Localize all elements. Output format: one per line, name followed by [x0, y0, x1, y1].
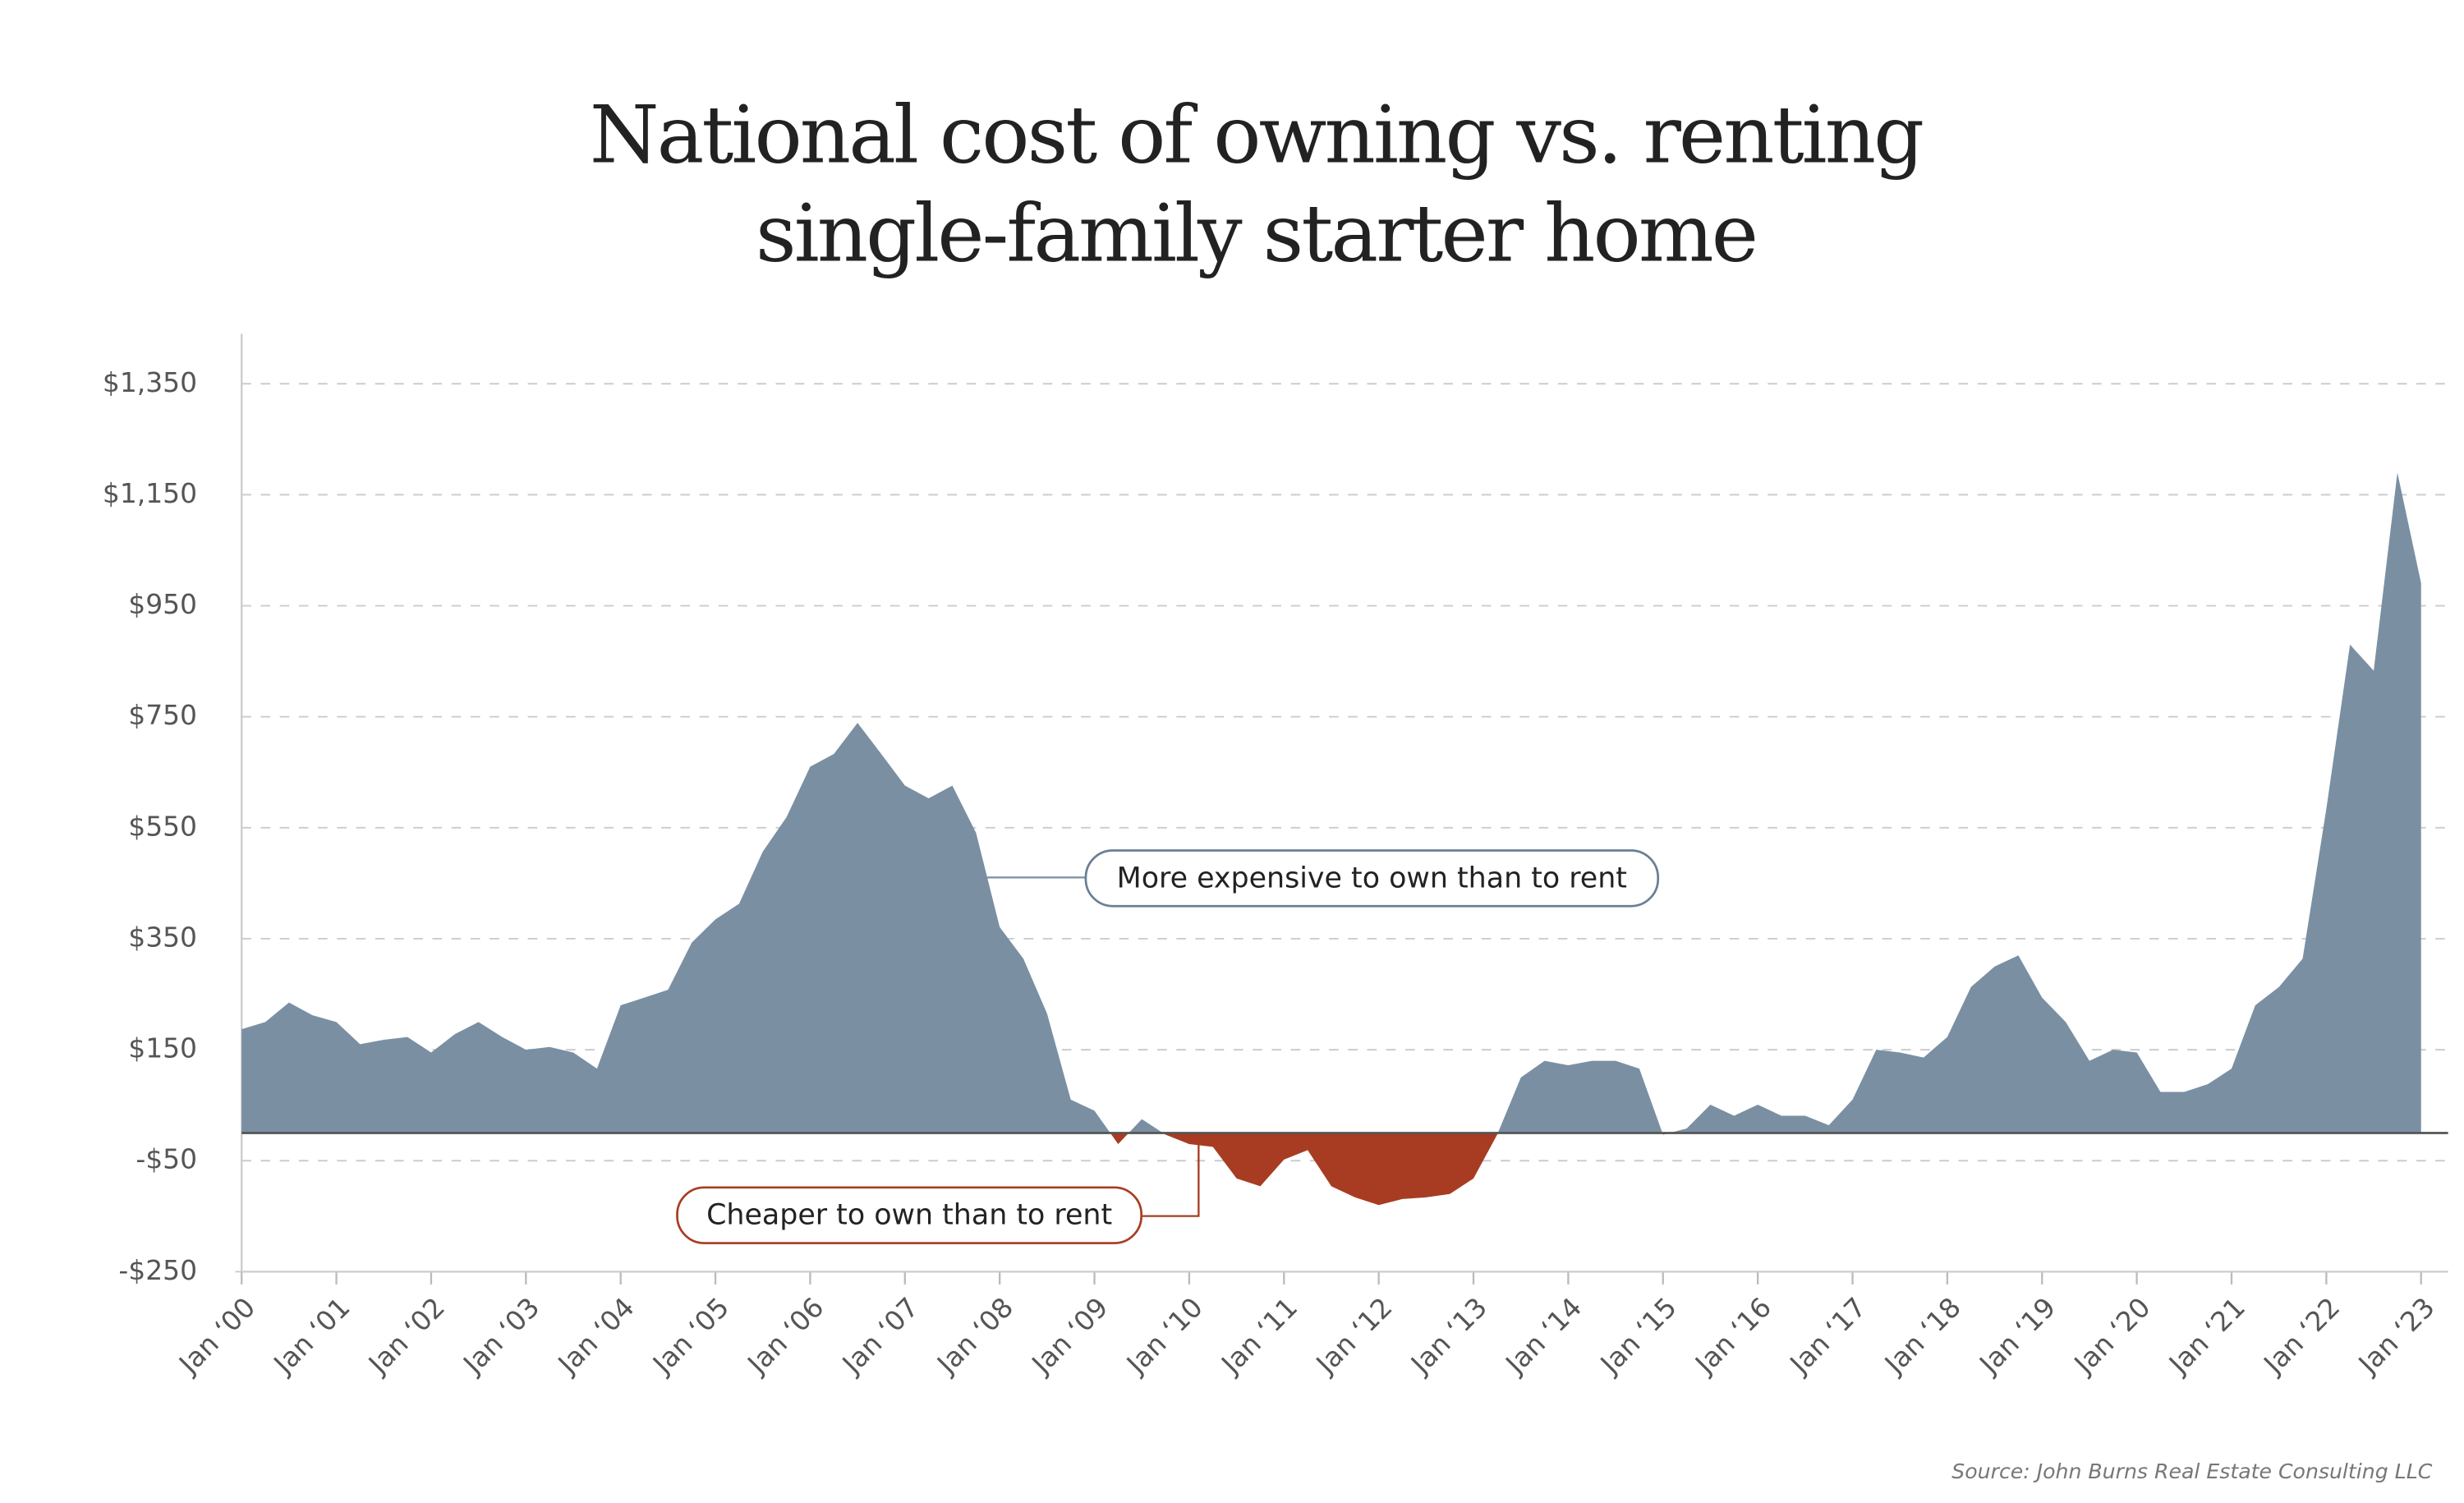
x-tick-label: Jan ‘06: [740, 1291, 830, 1381]
source-note: Source: John Burns Real Estate Consultin…: [1951, 1459, 2432, 1483]
y-tick-label: $1,350: [103, 366, 197, 398]
x-tick-label: Jan ‘05: [646, 1291, 735, 1381]
x-tick-label: Jan ‘17: [1782, 1291, 1872, 1381]
y-tick-label: $550: [128, 810, 197, 842]
x-tick-label: Jan ‘11: [1214, 1291, 1303, 1381]
x-tick-label: Jan ‘07: [835, 1291, 925, 1381]
annotation-box: [1084, 849, 1660, 908]
x-tick-label: Jan ‘02: [361, 1291, 451, 1381]
annotation-box: [676, 1186, 1143, 1244]
x-tick-label: Jan ‘00: [172, 1291, 261, 1381]
x-tick-label: Jan ‘14: [1498, 1291, 1588, 1381]
area: [241, 472, 2421, 1206]
x-tick-label: Jan ‘03: [456, 1291, 545, 1381]
x-tick-label: Jan ‘21: [2162, 1291, 2251, 1381]
y-tick-label: $350: [128, 921, 197, 953]
leader-line: [1141, 1141, 1200, 1217]
x-tick-label: Jan ‘19: [1972, 1291, 2062, 1381]
x-tick-label: Jan ‘12: [1308, 1291, 1398, 1381]
annotation: More expensive to own than to rent: [986, 849, 1660, 908]
x-tick-label: Jan ‘23: [2351, 1291, 2441, 1381]
x-tick-label: Jan ‘16: [1688, 1291, 1777, 1381]
y-tick-label: $1,150: [103, 477, 197, 509]
x-tick-label: Jan ‘20: [2066, 1291, 2156, 1381]
x-tick-label: Jan ‘09: [1024, 1291, 1114, 1381]
x-tick-label: Jan ‘18: [1878, 1291, 1967, 1381]
y-tick-label: $950: [128, 588, 197, 620]
y-tick-label: $750: [128, 699, 197, 731]
chart-title: National cost of owning vs. renting: [590, 88, 1923, 181]
x-tick-label: Jan ‘01: [266, 1291, 356, 1381]
y-tick-label: $150: [128, 1032, 197, 1064]
x-tick-label: Jan ‘10: [1119, 1291, 1209, 1381]
x-tick-label: Jan ‘15: [1593, 1291, 1683, 1381]
y-tick-label: -$50: [136, 1143, 197, 1175]
annotation: Cheaper to own than to rent: [676, 1141, 1200, 1244]
x-tick-label: Jan ‘22: [2256, 1291, 2346, 1381]
x-tick-label: Jan ‘13: [1404, 1291, 1493, 1381]
annotation-text: Cheaper to own than to rent: [706, 1199, 1112, 1232]
y-tick-label: -$250: [118, 1254, 197, 1286]
chart-title: single-family starter home: [756, 186, 1756, 279]
x-tick-label: Jan ‘08: [930, 1291, 1019, 1381]
annotation-text: More expensive to own than to rent: [1117, 862, 1627, 894]
x-tick-label: Jan ‘04: [550, 1291, 640, 1381]
